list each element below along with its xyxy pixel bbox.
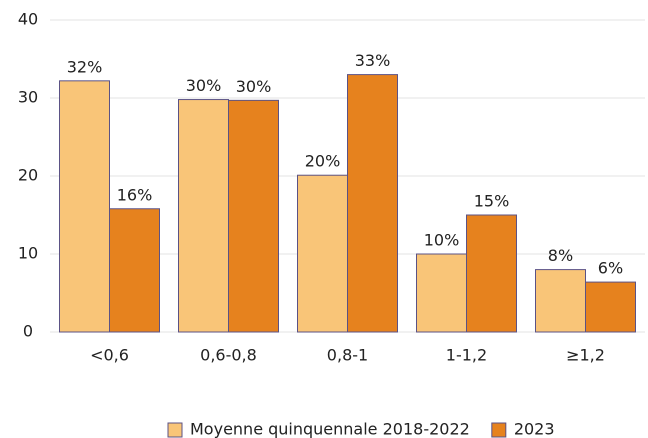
y-tick-label: 40 <box>18 10 38 29</box>
bar <box>347 74 398 333</box>
bar <box>535 269 586 333</box>
data-label: 30% <box>186 76 222 95</box>
data-label: 15% <box>474 192 510 211</box>
x-tick-label: 0,6-0,8 <box>200 346 257 365</box>
bar <box>109 208 160 333</box>
y-tick-label: 0 <box>23 322 33 341</box>
y-tick-label: 30 <box>18 88 38 107</box>
bar <box>466 214 517 333</box>
bar <box>59 80 110 333</box>
data-label: 8% <box>548 246 573 265</box>
bar <box>297 174 348 333</box>
data-label: 33% <box>355 51 391 70</box>
legend-swatch <box>167 422 183 438</box>
data-label: 30% <box>236 77 272 96</box>
x-tick-label: <0,6 <box>90 346 129 365</box>
bar <box>416 253 467 333</box>
data-label: 16% <box>117 185 153 204</box>
data-label: 6% <box>598 259 623 278</box>
bar <box>585 281 636 333</box>
data-label: 20% <box>305 152 341 171</box>
y-tick-label: 10 <box>18 244 38 263</box>
x-tick-label: 0,8-1 <box>327 346 368 365</box>
legend-swatch <box>491 422 507 438</box>
data-label: 10% <box>424 231 460 250</box>
legend-label: Moyenne quinquennale 2018-2022 <box>190 420 470 438</box>
data-label: 32% <box>67 57 103 76</box>
legend-label: 2023 <box>514 420 555 438</box>
x-tick-label: ≥1,2 <box>566 346 605 365</box>
bar <box>228 99 279 333</box>
x-tick-label: 1-1,2 <box>446 346 487 365</box>
y-tick-label: 20 <box>18 166 38 185</box>
bar <box>178 99 229 333</box>
